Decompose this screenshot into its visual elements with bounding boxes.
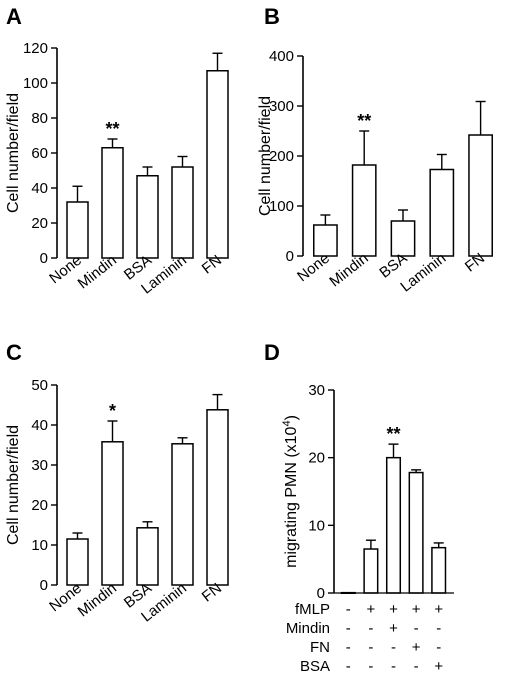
condition-mark: + <box>389 620 398 637</box>
condition-mark: - <box>391 658 396 675</box>
y-axis-label-tail: ) <box>283 415 300 420</box>
y-axis-label-superscript: 4 <box>281 420 293 426</box>
condition-label: fMLP <box>295 601 330 618</box>
condition-mark: + <box>434 658 443 675</box>
condition-mark: + <box>412 601 421 618</box>
bar <box>313 224 338 257</box>
condition-mark: - <box>414 658 419 675</box>
y-axis-label-text: migrating PMN (x10 <box>283 426 300 567</box>
condition-mark: - <box>368 620 373 637</box>
y-tick-label: 30 <box>308 382 325 399</box>
bar <box>171 443 194 586</box>
bar <box>66 201 89 259</box>
bar <box>385 456 402 594</box>
panel-letter-c: C <box>6 340 22 365</box>
condition-mark: + <box>412 639 421 656</box>
y-tick-label: 20 <box>31 497 48 514</box>
bar <box>136 527 159 586</box>
y-tick-label: 10 <box>31 537 48 554</box>
condition-mark: - <box>368 658 373 675</box>
bar <box>136 175 159 259</box>
bar <box>206 70 229 259</box>
bar <box>408 471 424 594</box>
y-tick-label: 300 <box>269 98 294 115</box>
bar <box>206 409 229 586</box>
y-tick-label: 100 <box>269 198 294 215</box>
y-tick-label: 20 <box>308 450 325 467</box>
condition-label: Mindin <box>286 620 330 637</box>
bar <box>363 548 379 594</box>
condition-mark: - <box>368 639 373 656</box>
category-label: Mindin <box>75 580 120 621</box>
panel-letter-b: B <box>264 4 280 29</box>
condition-mark: - <box>414 620 419 637</box>
y-tick-label: 50 <box>31 377 48 394</box>
panel-letter-d: D <box>264 340 280 365</box>
bar <box>101 441 124 586</box>
y-tick-label: 80 <box>31 110 48 127</box>
significance-marker: * <box>109 401 116 421</box>
y-axis-label: migrating PMN (x104) <box>281 415 300 568</box>
bar <box>101 147 124 259</box>
y-tick-label: 0 <box>40 577 48 594</box>
bar <box>351 164 377 257</box>
significance-marker: ** <box>386 424 400 444</box>
y-tick-label: 120 <box>23 40 48 57</box>
condition-mark: - <box>346 658 351 675</box>
condition-label: FN <box>310 639 330 656</box>
panel-letter-a: A <box>6 4 22 29</box>
bar <box>171 166 194 259</box>
condition-mark: + <box>389 601 398 618</box>
y-tick-label: 10 <box>308 517 325 534</box>
condition-mark: - <box>436 639 441 656</box>
bar <box>66 538 89 586</box>
y-tick-label: 20 <box>31 215 48 232</box>
y-tick-label: 0 <box>40 250 48 267</box>
y-tick-label: 100 <box>23 75 48 92</box>
condition-mark: + <box>434 601 443 618</box>
y-axis-label-text: Cell number/field <box>5 93 22 213</box>
y-tick-label: 0 <box>286 248 294 265</box>
significance-marker: ** <box>357 111 371 131</box>
bar <box>429 168 455 257</box>
condition-label: BSA <box>300 658 330 675</box>
y-tick-label: 40 <box>31 180 48 197</box>
y-tick-label: 40 <box>31 417 48 434</box>
significance-marker: ** <box>105 119 119 139</box>
condition-mark: - <box>436 620 441 637</box>
y-axis-label-text: Cell number/field <box>5 425 22 545</box>
y-axis-label-text: Cell number/field <box>257 96 274 216</box>
y-tick-label: 400 <box>269 48 294 65</box>
y-tick-label: 200 <box>269 148 294 165</box>
y-tick-label: 30 <box>31 457 48 474</box>
condition-mark: - <box>346 601 351 618</box>
y-axis-label: Cell number/field <box>257 96 274 216</box>
y-tick-label: 0 <box>317 585 325 602</box>
y-tick-label: 60 <box>31 145 48 162</box>
condition-mark: - <box>346 639 351 656</box>
condition-mark: - <box>391 639 396 656</box>
bar <box>431 546 447 594</box>
bar <box>390 220 416 257</box>
condition-mark: - <box>346 620 351 637</box>
y-axis-label: Cell number/field <box>5 425 22 545</box>
bar <box>468 134 493 257</box>
condition-mark: + <box>367 601 376 618</box>
y-axis-label: Cell number/field <box>5 93 22 213</box>
